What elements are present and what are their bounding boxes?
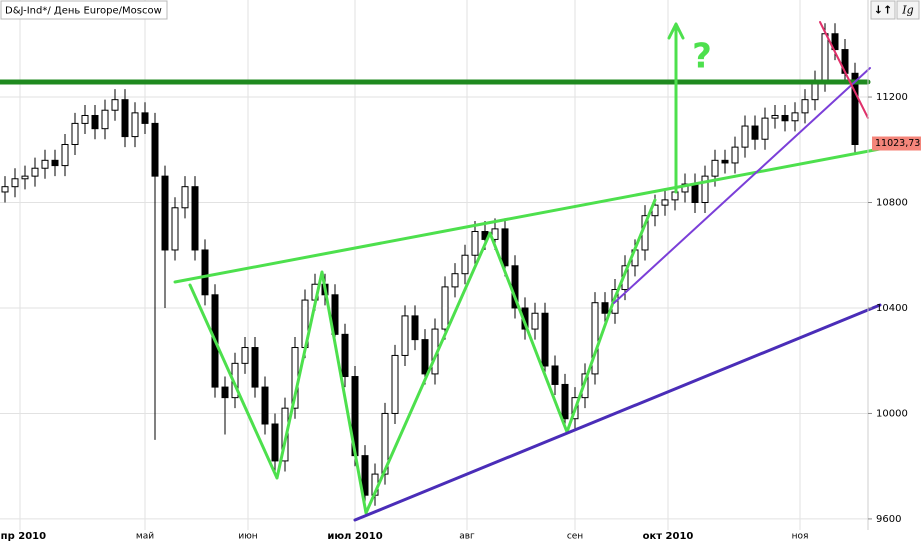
candle-body (701, 175, 709, 204)
x-tick-label: июн (238, 532, 257, 542)
sort-button-label[interactable]: ↓↑ (874, 4, 892, 17)
candle-body (711, 159, 719, 177)
candle-body (471, 231, 479, 256)
candle-body (391, 354, 399, 414)
candle-body (141, 112, 149, 124)
candle-body (761, 117, 769, 140)
x-tick-label: сен (567, 532, 583, 542)
candle-body (191, 186, 199, 251)
question-mark: ? (692, 37, 712, 77)
candle-body (271, 423, 279, 462)
candle-body (671, 191, 679, 201)
candle-body (501, 228, 509, 267)
candle-body (81, 114, 89, 124)
arrow-head (667, 22, 685, 40)
candle-body (531, 312, 539, 330)
x-tick-label: авг (459, 532, 475, 542)
candle-body (421, 339, 429, 375)
candle-body (411, 315, 419, 341)
candle-body (11, 178, 19, 188)
y-tick-label: 10800 (876, 198, 908, 209)
drawings (0, 21, 887, 522)
candle-body (401, 315, 409, 356)
candle-body (751, 125, 759, 140)
candle-body (251, 347, 259, 388)
candle-body (91, 114, 99, 130)
log-button-label[interactable]: Ig (901, 4, 913, 17)
sort-button[interactable] (870, 0, 896, 20)
candle-body (21, 175, 29, 180)
candle-body (451, 273, 459, 288)
candle-body (101, 109, 109, 130)
candle-body (121, 99, 129, 138)
candle-body (831, 33, 839, 51)
candle-body (551, 365, 559, 385)
x-tick-label: ноя (792, 532, 809, 542)
candle-body (781, 114, 789, 122)
last-price-box (872, 136, 921, 151)
candle-body (601, 302, 609, 314)
trend-line (613, 67, 871, 304)
chart-title: D&J-Ind*/ День Europe/Moscow (5, 6, 162, 17)
candle-body (181, 186, 189, 209)
x-tick-label: окт 2010 (643, 531, 694, 542)
candle-body (131, 112, 139, 138)
axis-layer: 9600 10000 10400 10800 11200 апр 2010 май июн ию… (0, 92, 921, 542)
support-line (353, 303, 882, 522)
candle-body (801, 99, 809, 114)
candle-body (821, 33, 829, 82)
candle-body (691, 183, 699, 204)
candle-body (151, 122, 159, 177)
candle-body (741, 125, 749, 148)
down-line (819, 21, 869, 119)
candle-body (201, 249, 209, 296)
candle-body (161, 175, 169, 251)
title-box (0, 0, 168, 20)
y-tick-label: 11200 (876, 92, 908, 103)
candle-body (381, 412, 389, 475)
candle-body (461, 254, 469, 275)
candle-body (591, 302, 599, 375)
candle-body (71, 122, 79, 145)
candle-body (1, 186, 9, 193)
candle-body (41, 159, 49, 169)
x-tick-label: июл 2010 (327, 531, 382, 542)
candle-body (441, 286, 449, 330)
candle-body (171, 207, 179, 251)
zigzag (188, 198, 657, 515)
candle-body (541, 312, 549, 367)
last-price-label: 11023,73 (875, 138, 920, 149)
candle-body (51, 159, 59, 167)
neckline (173, 146, 887, 284)
candle-body (661, 199, 669, 206)
y-tick-label: 9600 (876, 514, 901, 525)
candle-body (111, 99, 119, 111)
candle-body (561, 383, 569, 420)
candle-body (791, 112, 799, 122)
candle-body (681, 183, 689, 193)
candle-body (721, 159, 729, 164)
candle-body (221, 386, 229, 399)
log-button[interactable] (896, 0, 920, 20)
candle-body (61, 143, 69, 167)
candle-body (331, 294, 339, 335)
x-tick-label: май (136, 532, 154, 542)
candle-body (31, 167, 39, 177)
x-tick-label: апр 2010 (0, 531, 46, 542)
candle-body (851, 72, 859, 145)
candle-body (771, 114, 779, 119)
candle-body (361, 455, 369, 496)
candle-body (261, 386, 269, 425)
y-tick-label: 10400 (876, 303, 908, 314)
y-tick-label: 10000 (876, 408, 908, 419)
candle-body (341, 333, 349, 378)
candle-body (731, 146, 739, 164)
candle-body (241, 347, 249, 364)
